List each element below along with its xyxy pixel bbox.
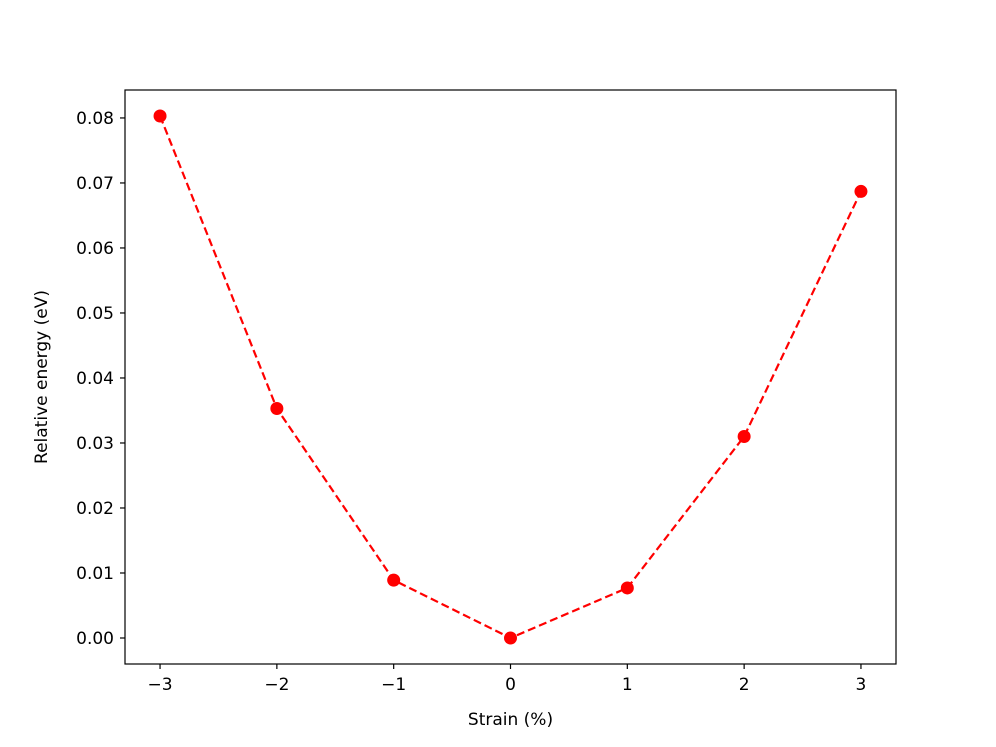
- data-point: [620, 581, 634, 595]
- x-tick-label: −3: [148, 675, 173, 695]
- x-axis-label: Strain (%): [468, 710, 553, 730]
- x-tick-label: 1: [622, 675, 633, 695]
- data-point: [270, 402, 284, 416]
- x-tick-label: −2: [264, 675, 289, 695]
- y-tick-label: 0.06: [76, 239, 114, 259]
- y-tick-label: 0.07: [76, 174, 114, 194]
- y-axis-ticks: 0.00 0.01 0.02 0.03 0.04 0.05 0.06 0.07 0.08: [76, 109, 125, 649]
- y-tick-label: 0.03: [76, 434, 114, 454]
- data-point: [153, 109, 167, 123]
- plot-background: [125, 90, 896, 664]
- x-tick-label: 3: [856, 675, 867, 695]
- series-layer: [153, 109, 868, 645]
- data-point: [737, 429, 751, 443]
- x-axis-ticks: −3 −2 −1 0 1 2 3: [148, 664, 867, 695]
- data-point: [854, 184, 868, 198]
- y-tick-label: 0.04: [76, 369, 114, 389]
- y-tick-label: 0.00: [76, 629, 114, 649]
- data-point: [504, 631, 517, 645]
- x-tick-label: 0: [505, 675, 516, 695]
- y-tick-label: 0.01: [76, 564, 114, 584]
- x-tick-label: 2: [739, 675, 750, 695]
- y-tick-label: 0.02: [76, 499, 114, 519]
- data-point: [387, 573, 401, 587]
- x-tick-label: −1: [381, 675, 406, 695]
- y-tick-label: 0.05: [76, 304, 114, 324]
- y-axis-label: Relative energy (eV): [32, 290, 52, 464]
- plot-frame: [124, 89, 897, 665]
- y-tick-label: 0.08: [76, 109, 114, 129]
